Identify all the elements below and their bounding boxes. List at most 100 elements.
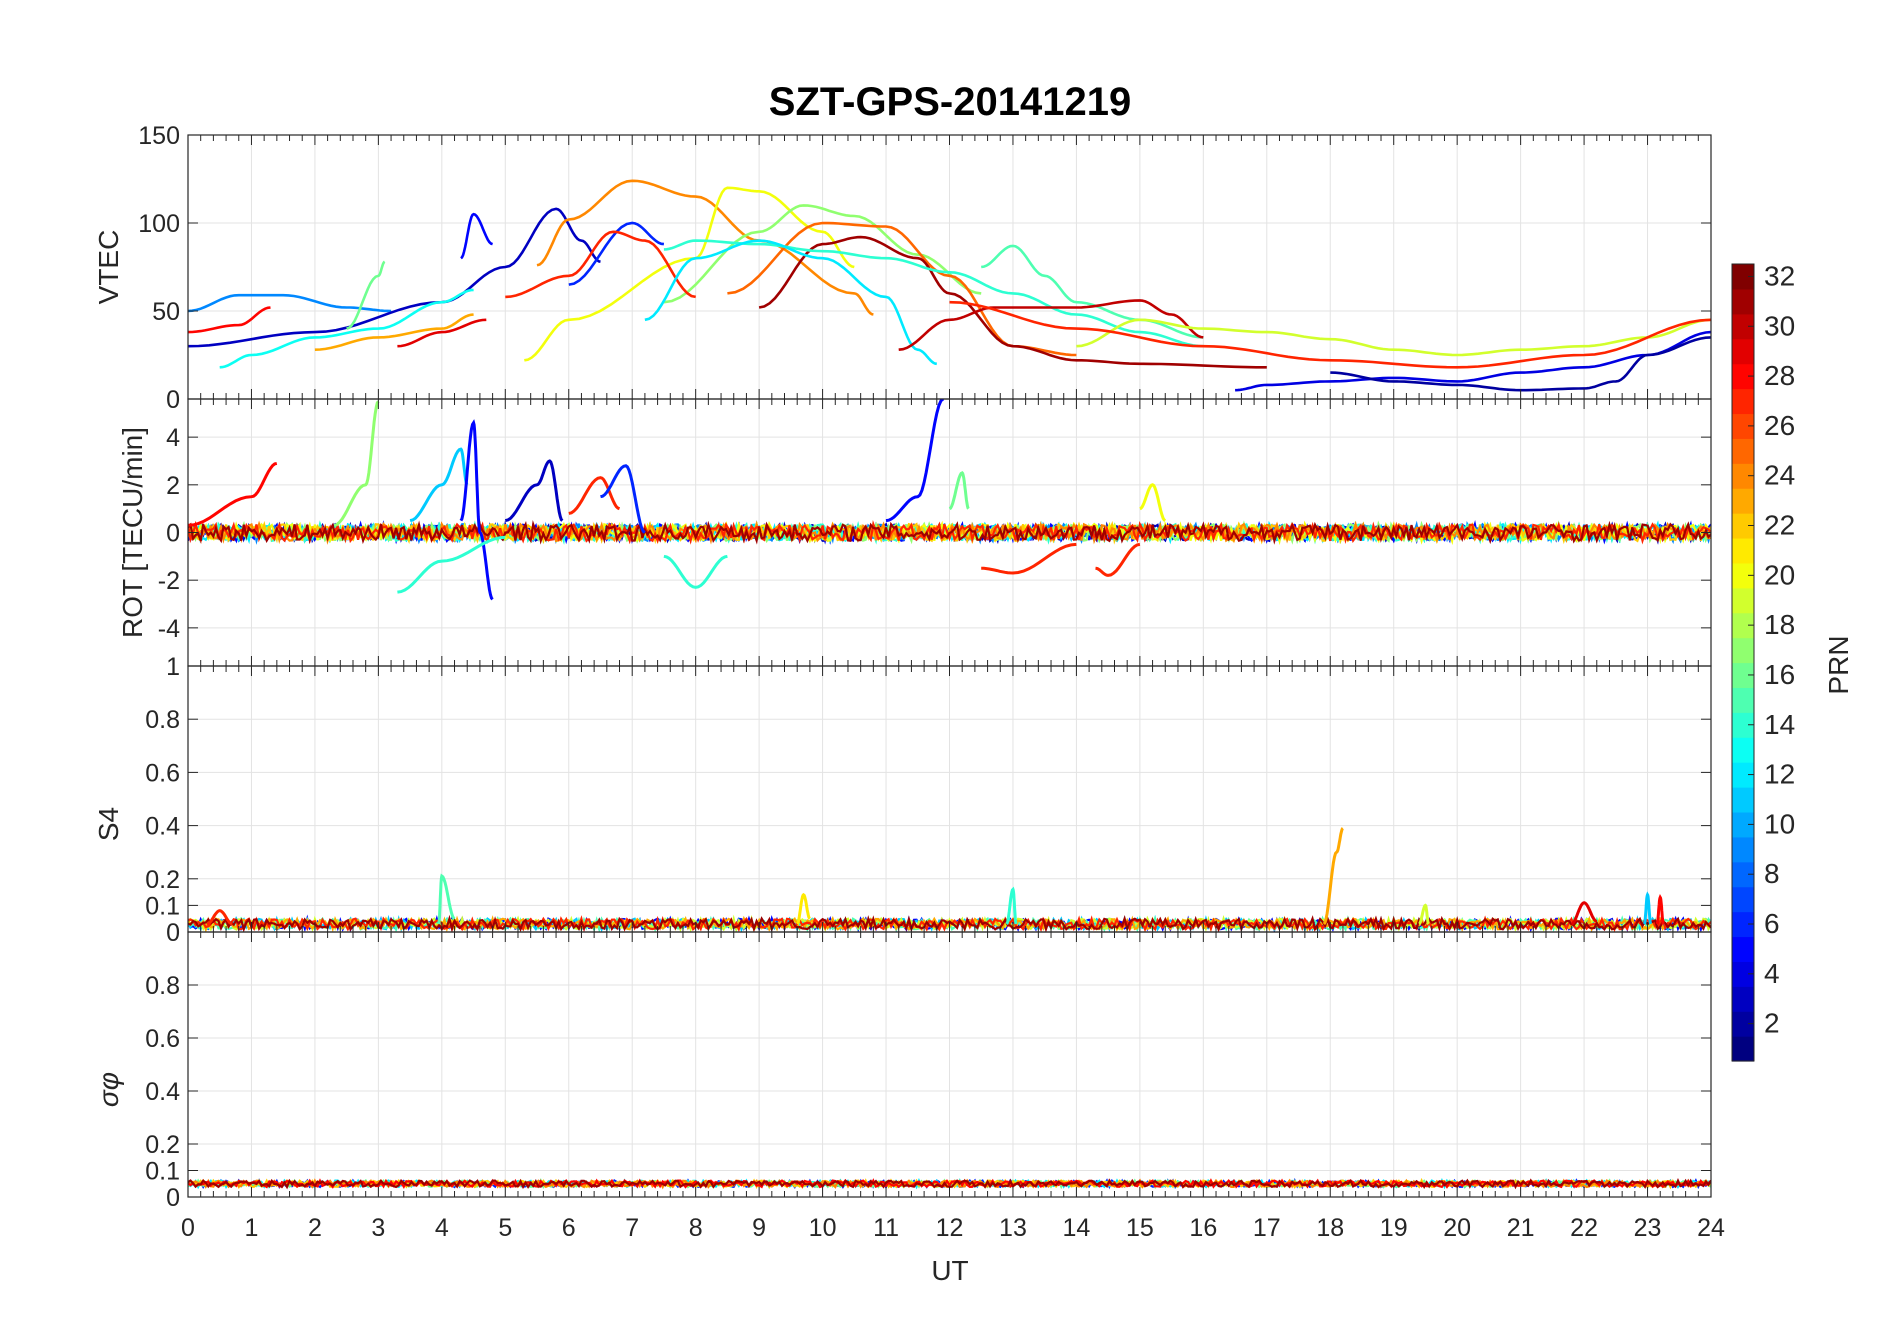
y-tick-label: 0.6 xyxy=(145,1025,180,1053)
y-tick-label: 0.2 xyxy=(145,866,180,894)
x-tick-label: 22 xyxy=(1570,1214,1598,1242)
series-line-prn-19 xyxy=(1418,903,1430,926)
y-axis-label: VTEC xyxy=(93,230,124,305)
series-line-prn-14 xyxy=(663,239,1204,348)
colorbar-tick-label: 10 xyxy=(1764,808,1795,839)
series-line-prn-11 xyxy=(1643,891,1653,925)
y-tick-label: 0.6 xyxy=(145,759,180,787)
panel-s4: 00.10.2 0.4 0.6 0.8 1 S4 xyxy=(93,653,1712,947)
series-line-prn-27 xyxy=(206,909,233,926)
series-line-prn-4 xyxy=(1235,330,1711,392)
colorbar-swatch xyxy=(1732,811,1754,838)
colorbar-frame xyxy=(1731,263,1755,1062)
y-tick-label: 0.1 xyxy=(145,1158,180,1186)
x-tick-label: 8 xyxy=(689,1214,703,1242)
colorbar-tick-label: 6 xyxy=(1764,908,1780,939)
x-tick-label: 7 xyxy=(625,1214,639,1242)
x-tick-label: 17 xyxy=(1253,1214,1281,1242)
y-tick-label: 0.2 xyxy=(145,1131,180,1159)
series-line-prn-6 xyxy=(568,221,665,286)
y-tick-label: 4 xyxy=(166,424,180,452)
colorbar-swatch xyxy=(1732,488,1754,514)
y-tick-label: -4 xyxy=(158,615,180,643)
x-tick-label: 10 xyxy=(809,1214,837,1242)
y-tick-label: 0.8 xyxy=(145,972,180,1000)
y-tick-label: 50 xyxy=(152,298,180,326)
x-tick-label: 12 xyxy=(936,1214,964,1242)
series-line-prn-20 xyxy=(1139,483,1167,522)
series-line-prn-25 xyxy=(727,221,1077,357)
x-tick-label: 16 xyxy=(1189,1214,1217,1242)
series-line-prn-13 xyxy=(219,288,474,369)
series-group xyxy=(188,1177,1711,1190)
colorbar-tick-label: 22 xyxy=(1764,510,1795,541)
colorbar-tick-label: 32 xyxy=(1764,260,1795,291)
x-tick-label: 11 xyxy=(873,1214,899,1242)
colorbar-swatch xyxy=(1732,712,1754,738)
series-line-prn-12 xyxy=(644,239,937,366)
y-tick-label: 2 xyxy=(166,472,180,500)
colorbar-swatch xyxy=(1732,861,1754,888)
x-axis-label: UT xyxy=(931,1255,968,1286)
series-line-prn-3 xyxy=(188,207,601,348)
panel-sigma_phi: 00.10.2 0.4 0.6 0.8 σφ xyxy=(93,931,1712,1212)
colorbar-tick-label: 26 xyxy=(1764,410,1795,441)
colorbar-swatch xyxy=(1732,438,1754,464)
colorbar-swatch xyxy=(1732,687,1754,713)
series-line-prn-29 xyxy=(397,318,487,348)
series-line-prn-16 xyxy=(346,260,386,330)
series-line-prn-21 xyxy=(796,892,811,926)
x-tick-label: 15 xyxy=(1126,1214,1154,1242)
series-line-prn-17 xyxy=(333,400,380,527)
panel-rot: -4 -2 0 2 4 ROT [TECU/min] xyxy=(117,398,1712,667)
series-line-prn-28 xyxy=(188,461,278,527)
colorbar-swatch xyxy=(1732,363,1754,390)
y-tick-label: 0 xyxy=(166,520,180,548)
colorbar-swatch xyxy=(1732,886,1754,913)
series-line-prn-19 xyxy=(1076,318,1711,357)
colorbar-tick-label: 12 xyxy=(1764,759,1795,790)
x-tick-label: 21 xyxy=(1507,1214,1535,1242)
colorbar-swatch xyxy=(1732,513,1754,539)
x-tick-label: 0 xyxy=(181,1214,195,1242)
series-line-prn-28 xyxy=(188,306,271,334)
series-line-prn-30 xyxy=(898,299,1204,351)
series-line-prn-14 xyxy=(663,554,728,589)
y-tick-label: 0.4 xyxy=(145,813,180,841)
y-tick-label: 0.8 xyxy=(145,706,180,734)
y-tick-label: 100 xyxy=(138,210,180,238)
x-tick-label: 4 xyxy=(435,1214,449,1242)
x-tick-label: 24 xyxy=(1697,1214,1725,1242)
series-line-prn-27 xyxy=(1095,542,1141,577)
panel-vtec: 0 50 100 150 VTEC xyxy=(93,122,1712,414)
x-tick-label: 2 xyxy=(308,1214,322,1242)
baseline-trace-prn-24 xyxy=(188,520,1711,545)
x-tick-label: 19 xyxy=(1380,1214,1408,1242)
colorbar-tick-label: 30 xyxy=(1764,310,1795,341)
colorbar-swatch xyxy=(1732,637,1754,664)
colorbar-swatch xyxy=(1732,562,1754,589)
colorbar-swatch xyxy=(1732,1036,1754,1062)
colorbar-tick-label: 4 xyxy=(1764,958,1780,989)
series-group xyxy=(188,179,1711,392)
colorbar-swatch xyxy=(1732,1011,1754,1037)
y-tick-label: -2 xyxy=(158,567,180,595)
colorbar-swatch xyxy=(1732,961,1754,987)
series-line-prn-20 xyxy=(524,186,855,362)
colorbar-swatch xyxy=(1732,388,1754,415)
series-line-prn-17 xyxy=(663,204,982,304)
y-tick-label: 0 xyxy=(166,1184,180,1212)
y-tick-label: 0 xyxy=(166,386,180,414)
x-tick-label: 14 xyxy=(1063,1214,1091,1242)
x-tick-label: 6 xyxy=(562,1214,576,1242)
colorbar-swatch xyxy=(1732,911,1754,938)
colorbar-tick-label: 8 xyxy=(1764,858,1780,889)
series-line-prn-23 xyxy=(1322,827,1344,926)
colorbar-tick-label: 2 xyxy=(1764,1008,1780,1039)
colorbar-swatch xyxy=(1732,413,1754,439)
x-tick-label: 13 xyxy=(999,1214,1027,1242)
series-line-prn-24 xyxy=(536,179,874,316)
colorbar-tick-label: 18 xyxy=(1764,609,1795,640)
